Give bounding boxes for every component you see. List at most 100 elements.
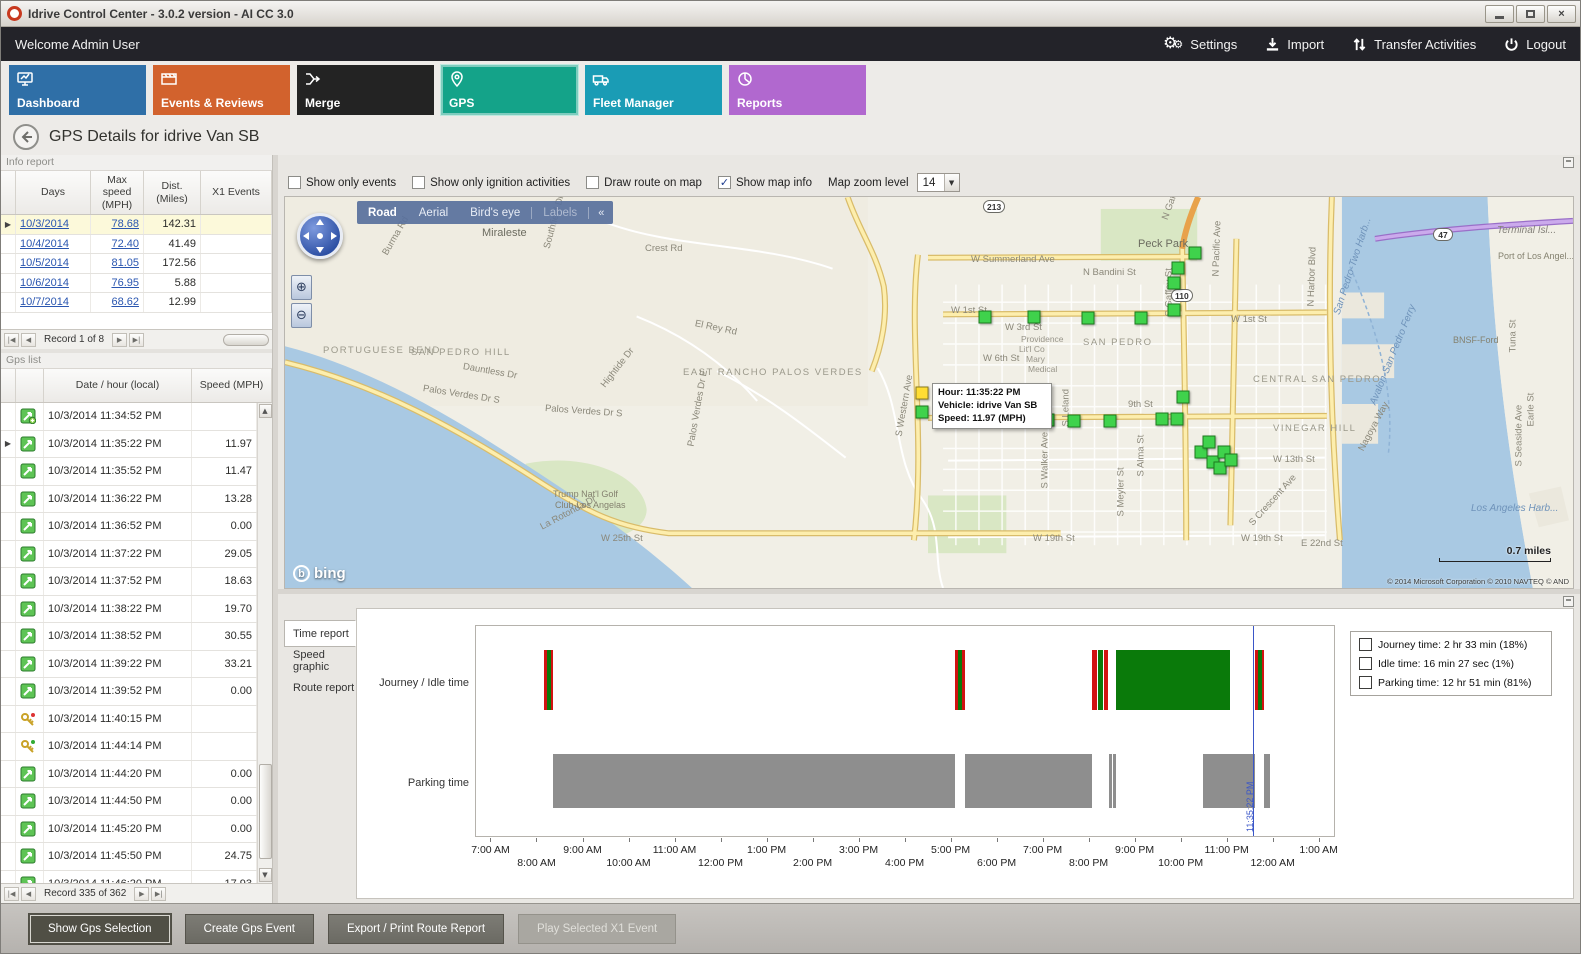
- info-report-row[interactable]: 10/7/2014 68.62 12.99: [1, 293, 272, 313]
- gps-marker[interactable]: [1202, 435, 1216, 449]
- selected-gps-marker[interactable]: [915, 386, 929, 400]
- info-report-row[interactable]: 10/6/2014 76.95 5.88: [1, 273, 272, 293]
- first-record-button[interactable]: |◀: [4, 332, 19, 347]
- gps-list-row[interactable]: 10/3/2014 11:44:20 PM 0.00: [1, 760, 257, 788]
- export-print-route-report-button[interactable]: Export / Print Route Report: [327, 913, 505, 944]
- prev-record-button[interactable]: ◀: [21, 332, 36, 347]
- close-button[interactable]: ×: [1547, 4, 1576, 23]
- maximize-button[interactable]: [1516, 4, 1545, 23]
- map-view-birdseye[interactable]: Bird's eye: [470, 206, 521, 219]
- settings-button[interactable]: ⚙⚙ Settings: [1163, 35, 1237, 53]
- column-x1-events[interactable]: X1 Events: [201, 171, 272, 214]
- column-max-speed[interactable]: Max speed (MPH): [91, 171, 144, 214]
- gps-list-row[interactable]: 10/3/2014 11:39:22 PM 33.21: [1, 650, 257, 678]
- last-record-button[interactable]: ▶|: [151, 886, 167, 901]
- gps-marker[interactable]: [1134, 311, 1148, 325]
- collapse-map-panel-button[interactable]: [1563, 156, 1574, 168]
- time-cursor-line[interactable]: 11:35:22 PM: [1245, 626, 1255, 836]
- gps-marker[interactable]: [1155, 412, 1169, 426]
- collapse-chart-panel-button[interactable]: [1563, 595, 1574, 607]
- gps-marker[interactable]: [1081, 311, 1095, 325]
- scrollbar-thumb[interactable]: [258, 764, 272, 859]
- chart-plot[interactable]: 11:35:22 PM: [475, 625, 1335, 837]
- gps-marker[interactable]: [1224, 453, 1238, 467]
- transfer-activities-button[interactable]: Transfer Activities: [1352, 37, 1476, 52]
- map-zoom-select[interactable]: 14 ▼: [916, 173, 960, 192]
- gps-marker[interactable]: [1176, 390, 1190, 404]
- horizontal-scrollbar[interactable]: [223, 333, 269, 346]
- max-speed-cell[interactable]: 78.68: [91, 215, 144, 234]
- map-view-aerial[interactable]: Aerial: [418, 206, 449, 219]
- gps-list-row[interactable]: 10/3/2014 11:35:52 PM 11.47: [1, 458, 257, 486]
- gps-list-row[interactable]: 10/3/2014 11:37:22 PM 29.05: [1, 540, 257, 568]
- gps-list-row[interactable]: 10/3/2014 11:38:22 PM 19.70: [1, 595, 257, 623]
- tab-reports[interactable]: Reports: [729, 65, 866, 115]
- gps-marker[interactable]: [1213, 461, 1227, 475]
- max-speed-cell[interactable]: 76.95: [91, 273, 144, 292]
- day-cell[interactable]: 10/4/2014: [16, 234, 91, 253]
- max-speed-cell[interactable]: 81.05: [91, 254, 144, 273]
- minimize-button[interactable]: [1485, 4, 1514, 23]
- play-selected-x1-event-button[interactable]: Play Selected X1 Event: [518, 913, 677, 944]
- tab-gps[interactable]: GPS: [440, 64, 579, 116]
- column-distance[interactable]: Dist. (Miles): [144, 171, 201, 214]
- gps-marker[interactable]: [1194, 445, 1208, 459]
- column-date-hour[interactable]: Date / hour (local): [44, 369, 192, 402]
- scroll-down-button[interactable]: ▼: [258, 868, 272, 882]
- map-option-checkbox[interactable]: Show only ignition activities: [412, 176, 570, 189]
- zoom-out-button[interactable]: ⊖: [291, 303, 312, 328]
- tab-dashboard[interactable]: Dashboard: [9, 65, 146, 115]
- gps-list-row[interactable]: 10/3/2014 11:34:52 PM: [1, 403, 257, 431]
- create-gps-event-button[interactable]: Create Gps Event: [184, 913, 314, 944]
- tab-merge[interactable]: Merge: [297, 65, 434, 115]
- info-report-row[interactable]: ▶ 10/3/2014 78.68 142.31: [1, 215, 272, 235]
- logout-button[interactable]: Logout: [1504, 37, 1566, 52]
- day-cell[interactable]: 10/5/2014: [16, 254, 91, 273]
- gps-list-row[interactable]: 10/3/2014 11:44:14 PM: [1, 733, 257, 761]
- map-canvas[interactable]: Miraleste Peck Park W Summerland Ave N Band…: [284, 196, 1574, 589]
- last-record-button[interactable]: ▶|: [129, 332, 145, 347]
- gps-marker[interactable]: [1027, 310, 1041, 324]
- tab-route-report[interactable]: Route report: [293, 681, 355, 694]
- day-cell[interactable]: 10/6/2014: [16, 273, 91, 292]
- import-button[interactable]: Import: [1265, 37, 1324, 52]
- gps-marker[interactable]: [1170, 412, 1184, 426]
- gps-marker[interactable]: [1103, 414, 1117, 428]
- show-gps-selection-button[interactable]: Show Gps Selection: [29, 913, 171, 944]
- prev-record-button[interactable]: ◀: [21, 886, 36, 901]
- gps-marker[interactable]: [1171, 261, 1185, 275]
- map-nav-collapse-button[interactable]: «: [588, 206, 613, 219]
- gps-list-row[interactable]: 10/3/2014 11:40:15 PM: [1, 705, 257, 733]
- map-compass-control[interactable]: [297, 213, 343, 259]
- gps-list-row[interactable]: ▶ 10/3/2014 11:35:22 PM 11.97: [1, 430, 257, 458]
- info-report-row[interactable]: 10/4/2014 72.40 41.49: [1, 234, 272, 254]
- map-option-checkbox[interactable]: Draw route on map: [586, 176, 702, 189]
- map-view-labels[interactable]: Labels: [531, 206, 588, 219]
- gps-marker[interactable]: [1167, 276, 1181, 290]
- column-speed[interactable]: Speed (MPH): [192, 369, 272, 402]
- gps-marker[interactable]: [1167, 303, 1181, 317]
- gps-list-row[interactable]: 10/3/2014 11:46:20 PM17.93: [1, 870, 257, 883]
- map-view-road[interactable]: Road: [368, 206, 397, 219]
- first-record-button[interactable]: |◀: [4, 886, 19, 901]
- zoom-in-button[interactable]: ⊕: [291, 275, 312, 300]
- gps-list-row[interactable]: 10/3/2014 11:37:52 PM 18.63: [1, 568, 257, 596]
- day-cell[interactable]: 10/3/2014: [16, 215, 91, 234]
- gps-marker[interactable]: [915, 405, 929, 419]
- tab-speed-graphic[interactable]: Speed graphic: [293, 648, 330, 673]
- horizontal-splitter[interactable]: [278, 589, 1580, 594]
- tab-time-report[interactable]: Time report: [284, 620, 356, 647]
- max-speed-cell[interactable]: 72.40: [91, 234, 144, 253]
- tab-events-reviews[interactable]: Events & Reviews: [153, 65, 290, 115]
- back-button[interactable]: [13, 124, 39, 150]
- gps-marker[interactable]: [978, 310, 992, 324]
- info-report-row[interactable]: 10/5/2014 81.05 172.56: [1, 254, 272, 274]
- map-option-checkbox[interactable]: Show map info: [717, 176, 812, 189]
- map-option-checkbox[interactable]: Show only events: [288, 176, 396, 189]
- gps-list-row[interactable]: 10/3/2014 11:36:52 PM 0.00: [1, 513, 257, 541]
- max-speed-cell[interactable]: 68.62: [91, 293, 144, 312]
- tab-fleet-manager[interactable]: Fleet Manager: [585, 65, 722, 115]
- vertical-splitter[interactable]: [273, 155, 278, 903]
- vertical-scrollbar[interactable]: ▲ ▼: [257, 403, 272, 883]
- day-cell[interactable]: 10/7/2014: [16, 293, 91, 312]
